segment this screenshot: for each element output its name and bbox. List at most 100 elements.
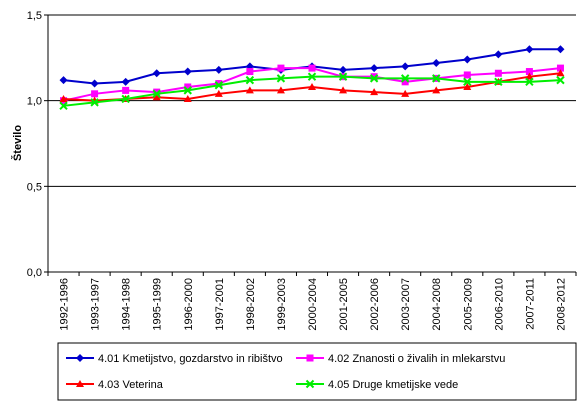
data-point: [308, 82, 316, 90]
data-point: [153, 88, 161, 96]
y-tick-label: 1,5: [27, 10, 42, 22]
legend-label: 4.01 Kmetijstvo, gozdarstvo in ribištvo: [98, 353, 283, 365]
data-point: [90, 79, 99, 88]
data-point: [214, 89, 223, 97]
legend: 4.01 Kmetijstvo, gozdarstvo in ribištvo 4…: [66, 353, 505, 391]
data-point: [152, 69, 161, 78]
x-tick-label: 1992-1996: [59, 278, 71, 331]
data-point: [525, 77, 534, 87]
x-tick-label: 2001-2005: [338, 278, 350, 331]
data-point: [432, 74, 441, 83]
data-point: [400, 74, 410, 83]
legend-item: 4.03 Veterina: [66, 379, 164, 391]
data-point: [183, 67, 192, 76]
data-point: [401, 78, 409, 86]
y-tick-label: 1,0: [27, 96, 42, 108]
data-point: [246, 68, 254, 76]
data-point: [152, 89, 161, 99]
data-point: [556, 69, 565, 77]
data-point: [59, 101, 68, 111]
data-point: [214, 65, 223, 74]
data-point: [184, 83, 192, 91]
data-point: [463, 77, 472, 87]
data-point: [432, 86, 441, 94]
x-tick-label: 2006-2010: [493, 278, 505, 331]
data-point: [59, 94, 68, 102]
data-point: [59, 76, 68, 85]
x-axis-ticks: 1992-1996 1993-1997 1994-1998 1995-1999 1996…: [47, 272, 577, 331]
data-point: [463, 55, 472, 64]
data-point: [183, 94, 192, 102]
x-tick-label: 2007-2011: [524, 278, 536, 330]
data-point: [463, 71, 471, 79]
data-point: [276, 86, 285, 94]
data-point: [463, 82, 472, 90]
x-tick-label: 2003-2007: [400, 278, 412, 331]
legend-item: 4.01 Kmetijstvo, gozdarstvo in ribištvo: [66, 353, 283, 365]
legend-marker: [76, 354, 84, 362]
data-point: [370, 64, 379, 73]
y-tick-label: 0,0: [27, 267, 42, 279]
data-point: [91, 90, 99, 98]
data-point: [152, 93, 161, 101]
data-point: [90, 98, 99, 107]
data-point: [401, 89, 410, 97]
data-point: [525, 45, 534, 54]
data-point: [245, 75, 255, 85]
x-tick-label: 1999-2003: [276, 278, 288, 331]
data-point: [494, 77, 503, 87]
data-point: [339, 65, 348, 74]
legend-label: 4.03 Veterina: [98, 379, 164, 391]
data-point: [183, 86, 192, 95]
x-tick-label: 2004-2008: [431, 278, 443, 331]
data-point: [121, 94, 130, 104]
x-tick-label: 1998-2002: [245, 278, 257, 331]
data-point: [339, 86, 348, 94]
data-point: [525, 72, 534, 80]
x-tick-label: 1996-2000: [183, 278, 195, 331]
data-point: [369, 74, 379, 83]
legend-label: 4.05 Druge kmetijske vede: [328, 379, 458, 391]
series-4: [59, 72, 565, 111]
y-axis-ticks: 0,0 0,5 1,0 1,5: [27, 10, 48, 279]
data-point: [556, 64, 564, 72]
x-tick-label: 1995-1999: [152, 278, 164, 331]
data-point: [121, 77, 130, 86]
legend-label: 4.02 Znanosti o živalih in mlekarstvu: [328, 353, 505, 365]
data-point: [556, 75, 565, 85]
x-tick-label: 2002-2006: [369, 278, 381, 331]
data-point: [338, 72, 348, 81]
legend-marker: [305, 379, 315, 389]
data-point: [122, 86, 130, 94]
legend-box: [57, 342, 577, 401]
legend-item: 4.02 Znanosti o živalih in mlekarstvu: [296, 353, 505, 365]
data-point: [401, 62, 410, 71]
x-tick-label: 2000-2004: [307, 278, 319, 331]
data-point: [556, 45, 565, 54]
y-tick-label: 0,5: [27, 181, 42, 193]
data-point: [308, 64, 316, 72]
series-lines: [59, 45, 565, 111]
data-point: [214, 81, 224, 90]
gridlines: [48, 14, 576, 187]
data-point: [277, 64, 285, 72]
data-point: [432, 58, 441, 67]
data-point: [370, 73, 378, 81]
data-point: [525, 68, 533, 76]
data-point: [276, 74, 286, 83]
data-point: [215, 80, 223, 88]
data-point: [370, 88, 379, 96]
data-point: [307, 72, 317, 81]
x-tick-label: 1997-2001: [214, 278, 226, 331]
data-point: [494, 69, 502, 77]
y-axis-label: Število: [11, 125, 24, 161]
legend-marker: [76, 380, 84, 387]
x-tick-label: 1993-1997: [90, 278, 102, 331]
x-tick-label: 2008-2012: [555, 278, 567, 331]
x-tick-label: 2005-2009: [462, 278, 474, 331]
data-point: [494, 50, 503, 59]
x-tick-label: 1994-1998: [121, 278, 133, 331]
legend-item: 4.05 Druge kmetijske vede: [296, 379, 458, 391]
